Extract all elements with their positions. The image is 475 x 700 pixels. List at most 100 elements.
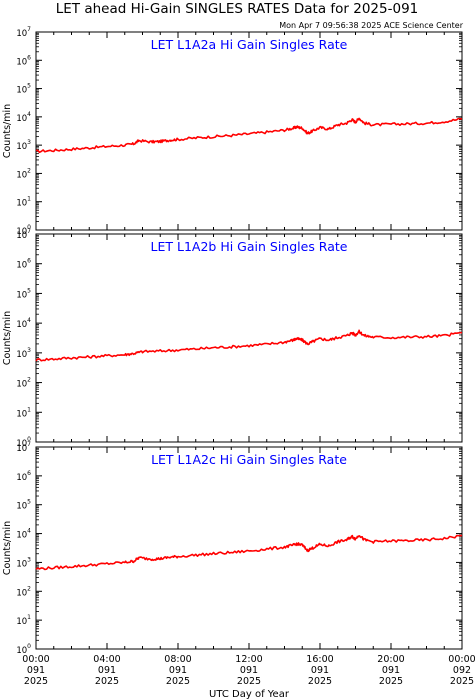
y-tick-label: 106 xyxy=(16,54,31,67)
y-tick-label: 104 xyxy=(16,528,31,541)
y-tick-label: 103 xyxy=(16,139,31,152)
x-tick-year: 2025 xyxy=(379,676,403,687)
x-tick-year: 2025 xyxy=(166,676,190,687)
x-tick-time: 16:00 xyxy=(306,654,333,665)
y-tick-label: 107 xyxy=(16,26,31,39)
y-tick-exponent: 5 xyxy=(27,287,31,294)
plot-frame xyxy=(35,446,463,650)
x-tick-time: 00:00 xyxy=(22,654,49,665)
y-tick-exponent: 2 xyxy=(27,167,31,174)
y-tick-exponent: 6 xyxy=(27,258,31,265)
y-tick-exponent: 4 xyxy=(27,317,31,324)
x-tick-time: 08:00 xyxy=(164,654,191,665)
panel-title: LET L1A2a Hi Gain Singles Rate xyxy=(151,37,348,52)
y-tick-label: 100 xyxy=(16,224,31,237)
x-tick-day: 091 xyxy=(240,665,258,676)
x-tick-year: 2025 xyxy=(24,676,48,687)
y-tick-base: 10 xyxy=(16,646,27,656)
y-tick-label: 106 xyxy=(16,470,31,483)
x-tick-time: 12:00 xyxy=(235,654,262,665)
x-tick-day: 091 xyxy=(169,665,187,676)
y-tick-label: 105 xyxy=(16,83,31,96)
y-tick-exponent: 1 xyxy=(27,196,31,203)
y-axis-label: Counts/min xyxy=(2,311,13,365)
y-tick-base: 10 xyxy=(16,439,27,449)
y-tick-exponent: 1 xyxy=(27,406,31,413)
series-line-1 xyxy=(35,534,463,571)
y-tick-label: 102 xyxy=(16,167,31,180)
x-tick-time: 00:00 xyxy=(448,654,475,665)
y-tick-base: 10 xyxy=(16,320,27,330)
x-axis-labels: 00:00091202504:00091202508:00091202512:0… xyxy=(22,654,475,687)
y-tick-exponent: 7 xyxy=(27,441,31,448)
y-tick-base: 10 xyxy=(16,199,27,209)
y-tick-base: 10 xyxy=(16,142,27,152)
series-line-1 xyxy=(35,329,463,362)
x-tick-year: 2025 xyxy=(237,676,261,687)
y-tick-base: 10 xyxy=(16,350,27,360)
y-tick-base: 10 xyxy=(16,380,27,390)
x-tick-year: 2025 xyxy=(450,676,474,687)
x-tick-day: 091 xyxy=(98,665,116,676)
x-tick-year: 2025 xyxy=(308,676,332,687)
y-tick-base: 10 xyxy=(16,170,27,180)
y-tick-exponent: 0 xyxy=(27,436,31,443)
y-tick-exponent: 6 xyxy=(27,470,31,477)
y-tick-label: 103 xyxy=(16,347,31,360)
figure-title: LET ahead Hi-Gain SINGLES RATES Data for… xyxy=(56,1,419,17)
x-tick-day: 091 xyxy=(382,665,400,676)
x-tick-time: 04:00 xyxy=(93,654,120,665)
y-tick-label: 105 xyxy=(16,499,31,512)
y-tick-label: 105 xyxy=(16,287,31,300)
y-tick-base: 10 xyxy=(16,531,27,541)
x-tick-day: 092 xyxy=(453,665,471,676)
series-line-1 xyxy=(35,117,463,154)
y-tick-exponent: 1 xyxy=(27,614,31,621)
y-tick-base: 10 xyxy=(16,261,27,271)
y-tick-base: 10 xyxy=(16,227,27,237)
y-tick-label: 103 xyxy=(16,556,31,569)
y-tick-exponent: 4 xyxy=(27,528,31,535)
y-axis-label: Counts/min xyxy=(2,104,13,158)
y-tick-label: 102 xyxy=(16,377,31,390)
x-axis-label: UTC Day of Year xyxy=(209,689,290,700)
y-tick-exponent: 7 xyxy=(27,228,31,235)
y-tick-base: 10 xyxy=(16,473,27,483)
y-tick-exponent: 0 xyxy=(27,643,31,650)
y-tick-base: 10 xyxy=(16,114,27,124)
y-tick-base: 10 xyxy=(16,444,27,454)
y-tick-label: 104 xyxy=(16,317,31,330)
y-tick-label: 101 xyxy=(16,614,31,627)
y-tick-exponent: 6 xyxy=(27,54,31,61)
y-tick-base: 10 xyxy=(16,290,27,300)
y-tick-base: 10 xyxy=(16,57,27,67)
timestamp: Mon Apr 7 09:56:38 2025 ACE Science Cent… xyxy=(279,21,464,30)
y-tick-base: 10 xyxy=(16,502,27,512)
y-tick-base: 10 xyxy=(16,588,27,598)
y-tick-exponent: 3 xyxy=(27,347,31,354)
y-tick-base: 10 xyxy=(16,617,27,627)
y-tick-exponent: 2 xyxy=(27,585,31,592)
y-tick-base: 10 xyxy=(16,86,27,96)
y-tick-label: 100 xyxy=(16,643,31,656)
x-tick-day: 091 xyxy=(27,665,45,676)
y-tick-label: 107 xyxy=(16,228,31,241)
x-tick-time: 20:00 xyxy=(377,654,404,665)
y-tick-exponent: 4 xyxy=(27,111,31,118)
y-tick-base: 10 xyxy=(16,409,27,419)
y-tick-exponent: 3 xyxy=(27,556,31,563)
y-tick-label: 104 xyxy=(16,111,31,124)
y-tick-label: 107 xyxy=(16,441,31,454)
y-tick-exponent: 0 xyxy=(27,224,31,231)
y-tick-base: 10 xyxy=(16,29,27,39)
y-tick-exponent: 7 xyxy=(27,26,31,33)
y-tick-exponent: 5 xyxy=(27,499,31,506)
x-tick-day: 091 xyxy=(311,665,329,676)
y-tick-label: 101 xyxy=(16,406,31,419)
y-axis-label: Counts/min xyxy=(2,521,13,575)
y-tick-exponent: 2 xyxy=(27,377,31,384)
